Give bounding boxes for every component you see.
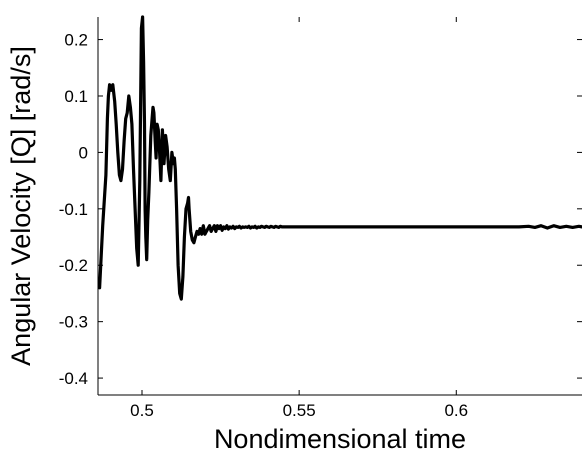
- series-line: [97, 15, 582, 301]
- x-axis-label: Nondimensional time: [214, 424, 466, 454]
- x-tick-label: 0.5: [130, 401, 154, 420]
- y-tick-label: -0.1: [59, 200, 88, 219]
- x-tick-label: 0.6: [444, 401, 468, 420]
- x-axis-ticks: 0.5 0.55 0.6: [130, 17, 468, 420]
- y-axis-ticks: 0.2 0.1 0 -0.1 -0.2 -0.3 -0.4: [59, 31, 582, 388]
- y-tick-label: -0.2: [59, 256, 88, 275]
- y-tick-label: -0.3: [59, 313, 88, 332]
- y-tick-label: -0.4: [59, 369, 88, 388]
- y-axis-label: Angular Velocity [Q] [rad/s]: [6, 46, 36, 366]
- y-tick-label: 0.2: [64, 31, 88, 50]
- y-tick-label: 0.1: [64, 87, 88, 106]
- y-tick-label: 0: [79, 143, 88, 162]
- x-tick-label: 0.55: [283, 401, 316, 420]
- plot-background: [98, 17, 582, 395]
